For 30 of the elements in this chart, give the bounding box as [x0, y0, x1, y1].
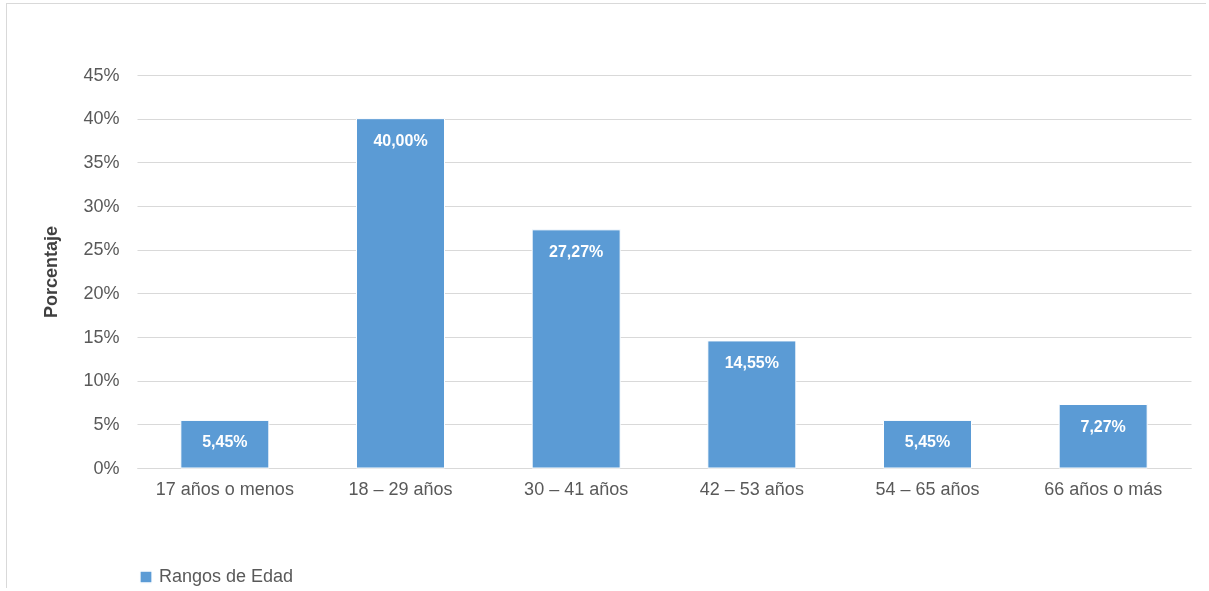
y-tick-label: 35% [83, 151, 120, 172]
y-tick-label: 45% [83, 64, 120, 85]
x-tick-label: 17 años o menos [155, 478, 294, 499]
x-tick-label: 66 años o más [1044, 478, 1163, 499]
y-tick-label: 15% [83, 326, 120, 347]
bar [356, 118, 445, 469]
y-axis-title: Porcentaje [41, 225, 62, 319]
data-label: 7,27% [1080, 417, 1126, 435]
data-label: 5,45% [904, 433, 951, 451]
y-tick-label: 5% [93, 413, 120, 434]
data-label: 40,00% [373, 131, 428, 149]
y-tick-label: 40% [83, 108, 120, 129]
bar [531, 229, 621, 469]
x-tick-label: 30 – 41 años [524, 478, 629, 499]
bar [180, 419, 270, 469]
x-tick-label: 54 – 65 años [875, 478, 980, 499]
x-tick-label: 42 – 53 años [699, 478, 804, 499]
data-label: 27,27% [549, 242, 604, 260]
bar [883, 419, 972, 469]
y-tick-label: 20% [83, 282, 120, 303]
y-tick-label: 0% [93, 457, 120, 478]
legend-label: Rangos de Edad [159, 566, 294, 586]
bar [1058, 404, 1148, 469]
y-tick-label: 30% [83, 195, 120, 216]
y-tick-label: 10% [83, 370, 120, 391]
data-label: 14,55% [724, 353, 779, 371]
y-tick-label: 25% [83, 239, 120, 260]
data-label: 5,45% [202, 433, 248, 451]
x-tick-label: 18 – 29 años [348, 478, 453, 499]
bar [707, 340, 797, 469]
